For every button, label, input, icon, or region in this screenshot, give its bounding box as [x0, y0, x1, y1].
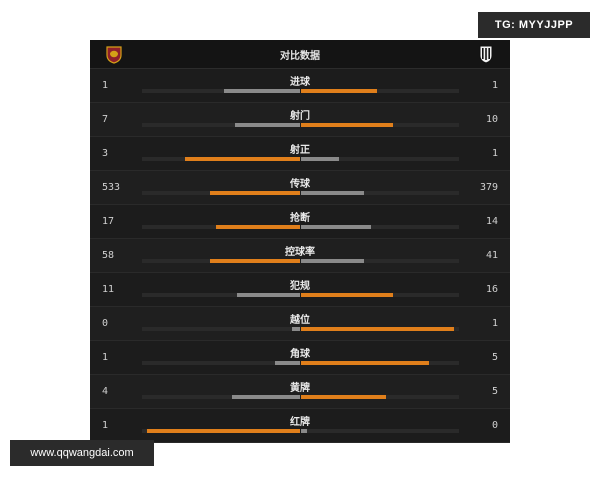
- stat-bar-left: [216, 225, 300, 229]
- stat-bar-track-right: [301, 327, 459, 331]
- stat-value-left: 0: [102, 318, 109, 329]
- stat-value-right: 16: [485, 284, 498, 295]
- juventus-crest-icon: [479, 45, 493, 64]
- panel-title: 对比数据: [280, 51, 320, 62]
- stat-row: 11 犯规 16: [90, 273, 510, 307]
- stat-bar-track-right: [301, 429, 459, 433]
- stat-bar-track-left: [142, 395, 300, 399]
- stat-bar-left: [232, 395, 300, 399]
- stat-bar-track-left: [142, 157, 300, 161]
- stat-bar-track-left: [142, 361, 300, 365]
- stat-bar-track-right: [301, 259, 459, 263]
- stat-value-right: 379: [479, 182, 498, 193]
- stat-label: 越位: [290, 315, 310, 326]
- stats-list: 1 进球 1 7 射门 10 3 射正 1 533 传球 379 17 抢断 14 58 控球率 41 11 犯规 16…: [90, 69, 510, 443]
- stat-row: 0 越位 1: [90, 307, 510, 341]
- stat-row: 7 射门 10: [90, 103, 510, 137]
- stat-bar-track-right: [301, 123, 459, 127]
- stat-bar-left: [274, 361, 300, 365]
- stat-bar-left: [209, 191, 300, 195]
- stat-bar-track-left: [142, 225, 300, 229]
- stat-value-left: 3: [102, 148, 109, 159]
- stat-bar-right: [301, 327, 455, 331]
- stat-value-left: 1: [102, 352, 109, 363]
- stat-value-left: 58: [102, 250, 115, 261]
- stat-bar-left: [224, 89, 300, 93]
- stat-bar-track-right: [301, 191, 459, 195]
- watermark-top: TG: MYYJJPP: [478, 12, 590, 38]
- stat-row: 1 角球 5: [90, 341, 510, 375]
- stat-label: 射正: [290, 145, 310, 156]
- stat-row: 58 控球率 41: [90, 239, 510, 273]
- stat-label: 红牌: [290, 417, 310, 428]
- stat-value-left: 11: [102, 284, 115, 295]
- stat-bar-track-left: [142, 429, 300, 433]
- stat-value-right: 5: [491, 352, 498, 363]
- stat-bar-right: [301, 123, 393, 127]
- stat-value-left: 7: [102, 114, 109, 125]
- stat-bar-right: [301, 157, 339, 161]
- stat-bar-right: [301, 191, 365, 195]
- stat-value-left: 1: [102, 420, 109, 431]
- stat-value-right: 5: [491, 386, 498, 397]
- stat-label: 犯规: [290, 281, 310, 292]
- stat-bar-left: [146, 429, 300, 433]
- stat-bar-track-right: [301, 225, 459, 229]
- stat-value-right: 1: [491, 80, 498, 91]
- stat-value-left: 533: [102, 182, 121, 193]
- stat-bar-left: [184, 157, 300, 161]
- stat-bar-left: [236, 293, 300, 297]
- stat-bar-track-left: [142, 327, 300, 331]
- stat-row: 533 传球 379: [90, 171, 510, 205]
- stat-row: 4 黄牌 5: [90, 375, 510, 409]
- stat-bar-track-left: [142, 123, 300, 127]
- stat-value-right: 10: [485, 114, 498, 125]
- stat-row: 1 进球 1: [90, 69, 510, 103]
- stat-value-right: 41: [485, 250, 498, 261]
- stat-bar-left: [209, 259, 300, 263]
- stat-bar-right: [301, 89, 377, 93]
- panel-header: 对比数据: [90, 40, 510, 69]
- stat-label: 抢断: [290, 213, 310, 224]
- stat-bar-right: [301, 293, 393, 297]
- stat-bar-right: [301, 361, 429, 365]
- stat-row: 1 红牌 0: [90, 409, 510, 443]
- stat-bar-right: [301, 429, 308, 433]
- stat-label: 射门: [290, 111, 310, 122]
- stat-bar-track-left: [142, 259, 300, 263]
- stat-label: 角球: [290, 349, 310, 360]
- watermark-bottom: www.qqwangdai.com: [10, 440, 154, 466]
- stat-bar-track-right: [301, 89, 459, 93]
- stat-bar-track-right: [301, 361, 459, 365]
- stat-value-right: 0: [491, 420, 498, 431]
- stat-bar-track-left: [142, 293, 300, 297]
- stat-bar-track-right: [301, 293, 459, 297]
- stat-label: 黄牌: [290, 383, 310, 394]
- stat-bar-track-left: [142, 191, 300, 195]
- stat-value-left: 4: [102, 386, 109, 397]
- stat-label: 控球率: [285, 247, 315, 258]
- stat-bar-track-left: [142, 89, 300, 93]
- stat-label: 传球: [290, 179, 310, 190]
- comparison-stats-panel: 对比数据 1 进球 1 7 射门 10 3 射正 1 533 传球 379 17 抢断 14 58 控球率 41 1…: [90, 40, 510, 443]
- stat-row: 3 射正 1: [90, 137, 510, 171]
- stat-value-right: 1: [491, 318, 498, 329]
- stat-label: 进球: [290, 77, 310, 88]
- stat-bar-right: [301, 225, 371, 229]
- stat-bar-left: [292, 327, 300, 331]
- stat-value-left: 1: [102, 80, 109, 91]
- stat-value-right: 14: [485, 216, 498, 227]
- as-roma-crest-icon: [106, 46, 122, 64]
- stat-value-right: 1: [491, 148, 498, 159]
- stat-row: 17 抢断 14: [90, 205, 510, 239]
- stat-bar-left: [235, 123, 300, 127]
- stat-bar-right: [301, 395, 387, 399]
- stat-bar-right: [301, 259, 365, 263]
- stat-bar-track-right: [301, 395, 459, 399]
- stat-value-left: 17: [102, 216, 115, 227]
- stat-bar-track-right: [301, 157, 459, 161]
